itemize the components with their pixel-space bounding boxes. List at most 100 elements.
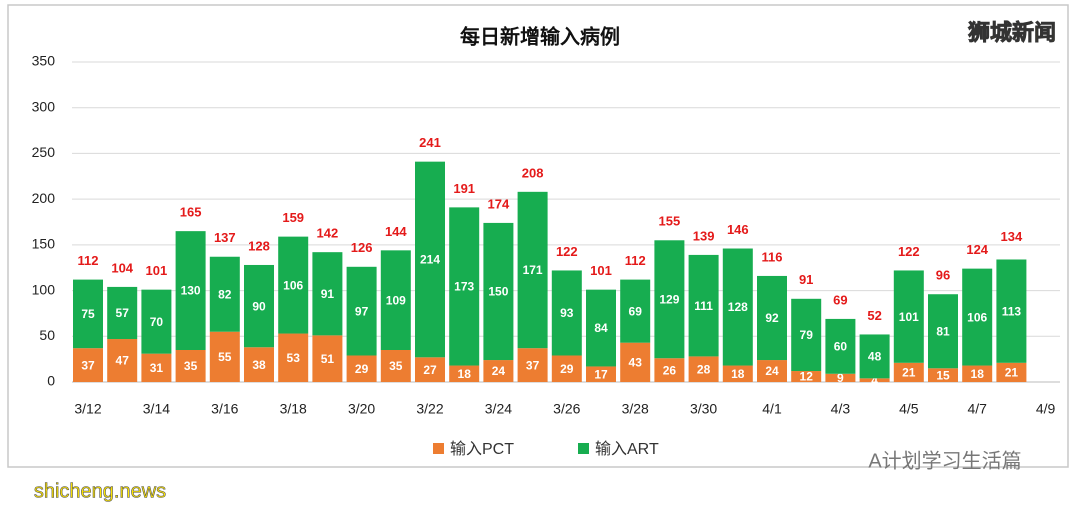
bar-segment: [586, 366, 616, 382]
segment-label: 70: [150, 315, 164, 329]
segment-label: 38: [252, 358, 266, 372]
bar-segment: [688, 254, 719, 357]
segment-label: 18: [971, 367, 985, 381]
x-tick-label: 3/16: [211, 401, 238, 417]
total-label: 122: [556, 244, 578, 259]
x-tick-label: 3/30: [690, 401, 717, 417]
total-label: 126: [351, 240, 373, 255]
segment-label: 24: [492, 364, 506, 378]
segment-label: 12: [800, 370, 814, 384]
bar-segment: [620, 342, 651, 382]
y-tick-label: 0: [47, 373, 55, 389]
bar-segment: [893, 362, 924, 382]
total-label: 91: [799, 272, 813, 287]
segment-label: 173: [454, 280, 474, 294]
segment-label: 106: [283, 278, 303, 292]
source-badge: A计划学习生活篇: [868, 449, 1021, 472]
segment-label: 81: [936, 324, 950, 338]
bar-segment: [962, 365, 993, 382]
bar-segment: [654, 240, 685, 359]
total-label: 128: [248, 238, 270, 253]
bar-segment: [825, 318, 856, 374]
segment-label: 29: [355, 362, 369, 376]
x-tick-label: 4/7: [967, 401, 987, 417]
bar-segment: [791, 371, 822, 382]
segment-label: 18: [458, 367, 472, 381]
bar-segment: [141, 289, 172, 354]
total-label: 134: [1001, 229, 1023, 244]
bar-segment: [415, 357, 445, 382]
legend-label: 输入ART: [595, 440, 659, 458]
bar-segment: [312, 252, 343, 336]
segment-label: 53: [287, 351, 301, 365]
segment-label: 69: [629, 304, 643, 318]
bar-segment: [962, 268, 993, 366]
segment-label: 37: [81, 358, 95, 372]
segment-label: 31: [150, 361, 164, 375]
segment-label: 24: [765, 364, 779, 378]
bar-segment: [449, 207, 480, 366]
bar-segment: [175, 350, 206, 382]
segment-label: 109: [386, 293, 406, 307]
segment-label: 128: [728, 300, 748, 314]
bar-segment: [175, 231, 206, 350]
segment-label: 60: [834, 340, 848, 354]
bar-segment: [928, 294, 958, 369]
bar-segment: [449, 365, 480, 382]
bar-segment: [722, 365, 753, 382]
bar-segment: [620, 279, 651, 343]
bar-segment: [107, 286, 138, 340]
x-tick-label: 3/22: [416, 401, 443, 417]
bar-segment: [244, 347, 274, 382]
y-tick-label: 300: [32, 98, 56, 114]
x-tick-label: 3/24: [485, 401, 512, 417]
total-label: 191: [453, 181, 475, 196]
segment-label: 26: [663, 363, 677, 377]
watermark: 狮城新闻: [968, 20, 1056, 45]
bar-segment: [107, 339, 138, 382]
segment-label: 18: [731, 367, 745, 381]
bar-segment: [483, 222, 514, 361]
bar-segment: [722, 248, 753, 366]
total-label: 101: [590, 263, 612, 278]
segment-label: 91: [321, 287, 335, 301]
bar-segment: [346, 266, 377, 356]
bar-segment: [483, 360, 514, 382]
segment-label: 28: [697, 362, 711, 376]
segment-label: 111: [694, 299, 713, 313]
segment-label: 47: [116, 354, 130, 368]
bar-segment: [517, 191, 548, 349]
segment-label: 37: [526, 358, 540, 372]
segment-label: 43: [629, 356, 643, 370]
total-label: 142: [317, 226, 339, 241]
total-label: 124: [966, 242, 988, 257]
legend-swatch: [433, 443, 444, 454]
segment-label: 97: [355, 304, 369, 318]
segment-label: 48: [868, 350, 882, 364]
chart-title: 每日新增输入病例: [460, 24, 620, 48]
y-tick-label: 200: [32, 190, 56, 206]
bar-segment: [825, 373, 856, 382]
segment-label: 79: [800, 328, 814, 342]
bar-segment: [278, 333, 309, 382]
total-label: 122: [898, 244, 920, 259]
segment-label: 9: [837, 371, 844, 385]
total-label: 96: [936, 268, 950, 283]
bar-segment: [757, 360, 787, 382]
segment-label: 29: [560, 362, 574, 376]
segment-label: 35: [184, 359, 198, 373]
segment-label: 214: [420, 253, 440, 267]
total-label: 155: [659, 214, 681, 229]
bar-segment: [209, 331, 240, 382]
segment-label: 35: [389, 359, 403, 373]
segment-label: 106: [967, 310, 987, 324]
bar-segment: [312, 335, 343, 382]
total-label: 144: [385, 224, 407, 239]
segment-label: 113: [1002, 304, 1022, 318]
segment-label: 171: [523, 263, 543, 277]
segment-label: 101: [899, 310, 919, 324]
segment-label: 90: [252, 299, 266, 313]
bar-segment: [551, 355, 582, 382]
segment-label: 17: [594, 367, 608, 381]
segment-label: 92: [765, 311, 779, 325]
